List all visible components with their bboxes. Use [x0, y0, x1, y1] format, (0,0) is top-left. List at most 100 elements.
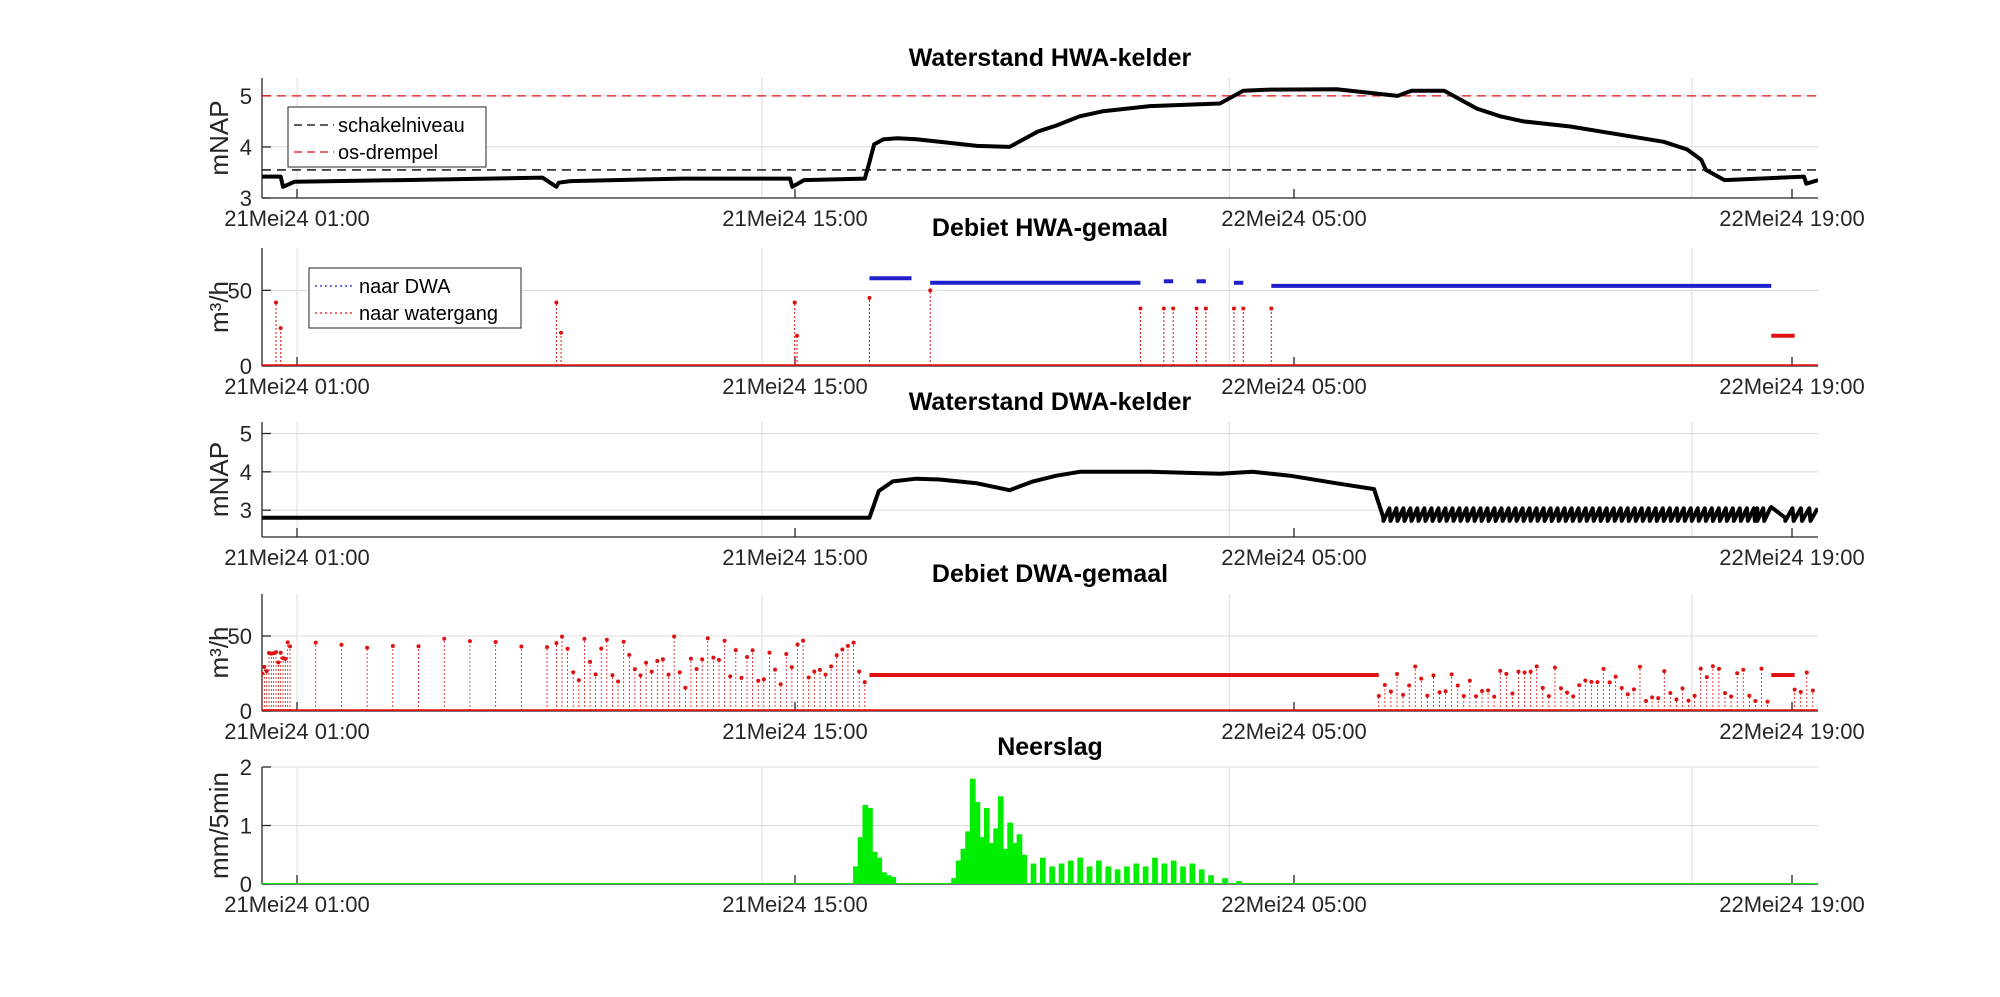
- series-debiet-point: [784, 652, 789, 657]
- series-debiet-point: [1498, 668, 1503, 673]
- series-debiet-point: [565, 646, 570, 651]
- series-debiet-point: [1431, 673, 1436, 678]
- series-debiet-point: [705, 636, 710, 641]
- series-neerslag-bar: [885, 875, 892, 884]
- series-waterstand-line: [262, 87, 1818, 189]
- legend: naar DWA naar watergang: [308, 267, 522, 329]
- series-debiet-point: [1619, 685, 1624, 690]
- series-neerslag-bar: [1198, 869, 1205, 884]
- series-neerslag-bar: [974, 802, 981, 884]
- x-tick-label: 21Mei24 01:00: [224, 719, 370, 744]
- series-debiet-point: [262, 671, 264, 676]
- series-neerslag-bar: [1236, 881, 1242, 884]
- series-debiet-point: [1552, 665, 1557, 670]
- series-debiet-point: [1413, 664, 1418, 669]
- series-debiet-point: [817, 667, 822, 672]
- series-debiet-point: [559, 634, 564, 639]
- series-neerslag-bar: [1180, 866, 1186, 884]
- series-debiet-point: [1613, 674, 1618, 679]
- series-debiet-point: [851, 640, 856, 645]
- series-debiet-point: [1601, 666, 1606, 671]
- series-neerslag-bar: [1049, 866, 1056, 884]
- legend-label: naar watergang: [359, 303, 498, 325]
- x-tick-label: 21Mei24 15:00: [722, 719, 868, 744]
- series-naar-watergang-point: [1231, 306, 1236, 311]
- series-debiet-point: [733, 648, 738, 653]
- series-debiet-point: [493, 639, 498, 644]
- series-debiet-point: [711, 655, 716, 660]
- x-tick-label: 21Mei24 15:00: [722, 892, 868, 917]
- x-tick-label: 21Mei24 01:00: [224, 892, 370, 917]
- series-neerslag-bar: [1016, 834, 1023, 884]
- y-tick-label: 2: [240, 755, 252, 780]
- series-debiet-point: [1437, 690, 1442, 695]
- series-debiet-point: [1631, 687, 1636, 692]
- series-naar-watergang-point: [795, 333, 800, 338]
- y-axis-label: m³/h: [204, 627, 234, 679]
- series-naar-watergang-point: [928, 288, 933, 293]
- series-debiet-point: [1810, 688, 1815, 693]
- series-debiet-point: [644, 660, 649, 665]
- y-tick-label: 50: [228, 624, 252, 649]
- series-debiet-point: [1534, 664, 1539, 669]
- series-debiet-point: [700, 657, 705, 662]
- series-debiet-point: [694, 667, 699, 672]
- series-naar-watergang-point: [274, 300, 279, 305]
- series-debiet-point: [278, 650, 283, 655]
- series-debiet-point: [750, 648, 755, 653]
- series-debiet-point: [288, 644, 293, 649]
- y-tick-label: 0: [240, 354, 252, 379]
- x-tick-label: 22Mei24 05:00: [1221, 374, 1367, 399]
- series-neerslag-bar: [881, 872, 887, 884]
- chart-title: Debiet DWA-gemaal: [932, 560, 1168, 588]
- series-neerslag-bar: [955, 860, 962, 884]
- series-debiet-point: [789, 665, 794, 670]
- series-debiet-point: [1735, 671, 1740, 676]
- x-tick-label: 22Mei24 05:00: [1221, 892, 1367, 917]
- series-debiet-point: [1577, 683, 1582, 688]
- series-neerslag-bar: [1040, 857, 1046, 884]
- chart-panel-5: 21Mei24 01:00 21Mei24 15:00 22Mei24 05:00 2…: [204, 733, 1865, 917]
- series-neerslag-bar: [1086, 866, 1093, 884]
- series-debiet-point: [274, 650, 279, 655]
- series-naar-watergang-point: [554, 300, 559, 305]
- series-debiet-point: [632, 667, 637, 672]
- x-tick-label: 22Mei24 19:00: [1719, 545, 1865, 570]
- series-debiet-point: [677, 670, 682, 675]
- series-debiet-point: [1510, 691, 1515, 696]
- series-neerslag-bar: [1058, 863, 1065, 884]
- y-axis-label: mNAP: [204, 100, 234, 175]
- series-debiet-point: [262, 664, 267, 669]
- x-tick-label: 21Mei24 01:00: [224, 206, 370, 231]
- x-tick-label: 21Mei24 15:00: [722, 545, 868, 570]
- series-neerslag-bar: [890, 876, 897, 884]
- series-debiet-point: [761, 677, 766, 682]
- series-debiet-point: [1656, 696, 1661, 701]
- series-neerslag-bar: [1030, 863, 1037, 884]
- series-debiet-point: [1716, 666, 1721, 671]
- series-debiet-point: [467, 639, 472, 644]
- series-debiet-point: [1394, 671, 1399, 676]
- series-debiet-point: [666, 672, 671, 677]
- series-debiet-point: [1425, 693, 1430, 698]
- series-debiet-point: [1650, 695, 1655, 700]
- series-debiet-point: [1559, 686, 1564, 691]
- series-debiet-point: [795, 642, 800, 647]
- series-debiet-point: [840, 647, 845, 652]
- legend-label: naar DWA: [359, 276, 451, 298]
- y-tick-label: 0: [240, 699, 252, 724]
- series-debiet-point: [571, 670, 576, 675]
- series-neerslag-bar: [1021, 854, 1027, 884]
- series-debiet-point: [545, 645, 550, 650]
- series-neerslag-bar: [1222, 878, 1228, 884]
- y-axis-label: mm/5min: [204, 772, 234, 879]
- series-neerslag-bar: [1007, 822, 1013, 884]
- series-debiet-point: [1473, 694, 1478, 699]
- chart-title: Debiet HWA-gemaal: [932, 214, 1168, 242]
- series-debiet-point: [1674, 697, 1679, 702]
- series-debiet-point: [834, 653, 839, 658]
- series-debiet-point: [588, 659, 593, 664]
- series-neerslag-bar: [1105, 866, 1112, 884]
- chart-panel-4: 21Mei24 01:00 21Mei24 15:00 22Mei24 05:00 2…: [204, 560, 1865, 744]
- y-tick-label: 3: [240, 498, 252, 523]
